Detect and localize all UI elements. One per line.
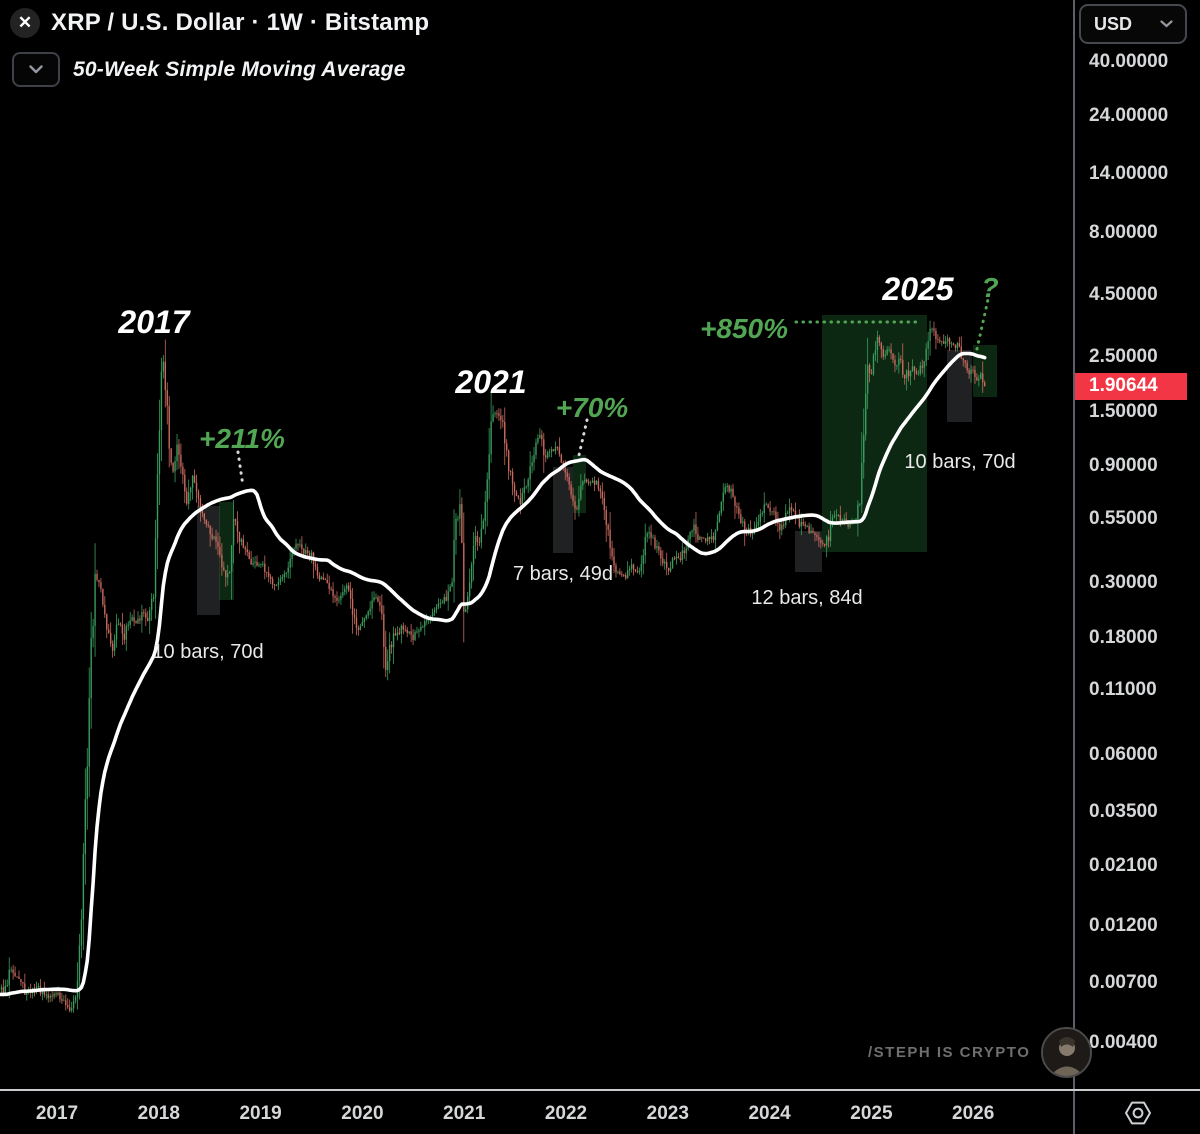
- year-tick-label: 2018: [137, 1103, 180, 1124]
- currency-label: USD: [1094, 13, 1133, 34]
- axis-settings-cell[interactable]: [1075, 1091, 1200, 1134]
- price-tick-label: 0.03500: [1089, 801, 1158, 822]
- year-tick-label: 2021: [443, 1103, 486, 1124]
- price-tick-label: 0.90000: [1089, 455, 1158, 477]
- measure-box-gray: [553, 467, 573, 553]
- indicator-header: 50-Week Simple Moving Average: [12, 52, 406, 87]
- measure-box-green: [973, 345, 997, 397]
- price-tick-label: 8.00000: [1089, 222, 1158, 244]
- annotation-pct[interactable]: +850%: [700, 313, 788, 344]
- year-tick-label: 2025: [850, 1103, 893, 1124]
- chevron-down-icon: [1160, 20, 1173, 28]
- currency-selector[interactable]: USD: [1079, 4, 1187, 44]
- annotation-pct[interactable]: +70%: [556, 392, 628, 423]
- dotted-line: [236, 450, 245, 488]
- measure-boxes[interactable]: [197, 315, 997, 615]
- price-tick-label: 0.30000: [1089, 572, 1158, 594]
- price-tick-label: 0.06000: [1089, 743, 1158, 765]
- annotation-bars[interactable]: 12 bars, 84d: [751, 587, 862, 609]
- measure-box-green: [219, 502, 234, 600]
- price-tick-label: 0.18000: [1089, 626, 1158, 648]
- year-tick-label: 2017: [35, 1103, 79, 1124]
- measure-box-green: [573, 455, 586, 513]
- price-tick-label: 0.01200: [1089, 915, 1158, 936]
- avatar: [1041, 1027, 1093, 1078]
- year-tick-label: 2026: [952, 1103, 995, 1124]
- annotation-year[interactable]: 2025: [881, 271, 954, 307]
- chevron-down-icon: [29, 65, 43, 74]
- measure-box-green: [822, 315, 927, 552]
- indicator-title[interactable]: 50-Week Simple Moving Average: [73, 57, 406, 81]
- price-tick-label: 0.11000: [1089, 679, 1157, 700]
- year-tick-label: 2023: [646, 1103, 689, 1124]
- price-tick-label: 2.50000: [1089, 346, 1158, 368]
- measure-box-gray: [795, 531, 822, 572]
- dotted-line: [577, 418, 589, 457]
- person-photo-icon: [1043, 1029, 1091, 1076]
- symbol-title[interactable]: XRP / U.S. Dollar · 1W · Bitstamp: [51, 9, 430, 36]
- indicator-collapse-button[interactable]: [12, 52, 60, 87]
- year-tick-label: 2020: [341, 1103, 384, 1124]
- price-tick-label: 4.50000: [1089, 283, 1158, 305]
- price-tick-label: 0.02100: [1089, 855, 1158, 877]
- year-tick-label: 2022: [544, 1103, 588, 1124]
- time-axis-border: [0, 1089, 1200, 1091]
- watermark: /STEPH IS CRYPTO: [868, 1027, 1093, 1078]
- annotation-bars[interactable]: 10 bars, 70d: [152, 641, 263, 663]
- price-tick-label: 0.00700: [1089, 972, 1158, 994]
- price-tick-label: 40.00000: [1089, 51, 1169, 72]
- annotation-pct[interactable]: +211%: [199, 423, 285, 454]
- price-tick-label: 1.50000: [1089, 400, 1158, 422]
- gear-icon: [1124, 1101, 1151, 1124]
- price-tick-label: 0.00400: [1089, 1032, 1158, 1053]
- price-tick-label: 14.00000: [1089, 162, 1169, 184]
- year-tick-label: 2024: [748, 1103, 791, 1124]
- measure-box-gray: [197, 506, 220, 615]
- price-tick-label: 24.00000: [1089, 105, 1169, 127]
- dotted-line: [975, 293, 991, 351]
- dotted-lines[interactable]: [236, 293, 991, 488]
- last-price-badge: 1.90644: [1075, 372, 1187, 400]
- candlestick-series: [0, 320, 986, 1013]
- year-tick-label: 2019: [239, 1103, 282, 1124]
- price-axis-border: [1073, 0, 1075, 1134]
- annotation-pct[interactable]: ?: [981, 272, 998, 303]
- xrp-logo-icon[interactable]: ✕: [10, 8, 40, 38]
- annotation-year[interactable]: 2021: [454, 364, 526, 400]
- symbol-header: ✕ XRP / U.S. Dollar · 1W · Bitstamp: [10, 8, 429, 38]
- price-tick-label: 0.55000: [1089, 507, 1158, 529]
- annotation-year[interactable]: 2017: [117, 304, 191, 340]
- annotation-bars[interactable]: 7 bars, 49d: [513, 563, 613, 585]
- sma-line: [0, 351, 987, 997]
- annotation-bars[interactable]: 10 bars, 70d: [904, 451, 1015, 473]
- watermark-text: /STEPH IS CRYPTO: [868, 1044, 1031, 1061]
